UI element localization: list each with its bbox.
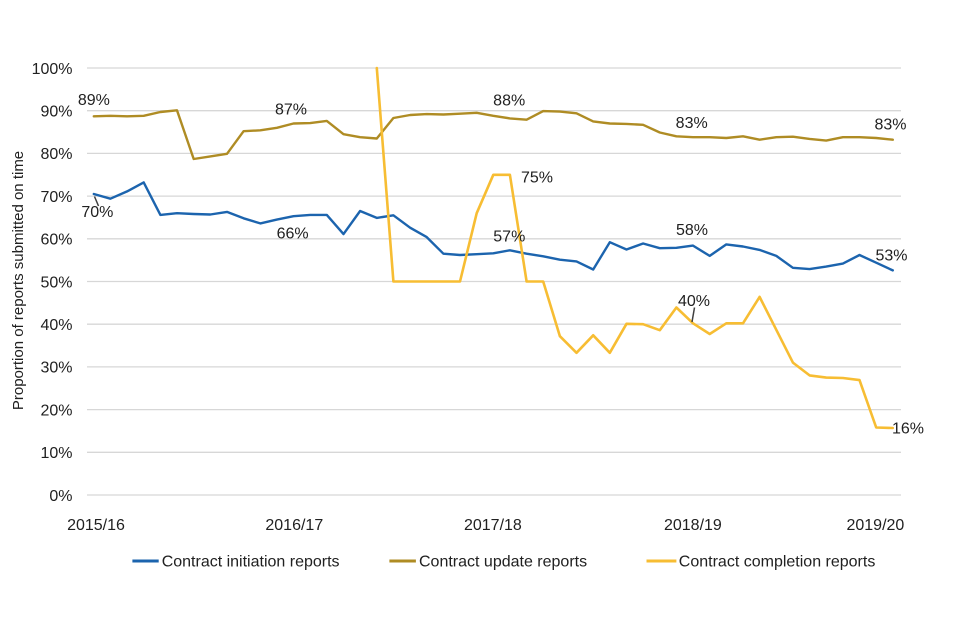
svg-text:90%: 90% [40, 104, 72, 121]
svg-text:10%: 10% [40, 445, 72, 462]
svg-text:2016/17: 2016/17 [265, 517, 323, 534]
svg-text:87%: 87% [275, 102, 307, 119]
svg-text:83%: 83% [874, 116, 906, 133]
svg-text:40%: 40% [40, 317, 72, 334]
svg-text:83%: 83% [676, 115, 708, 132]
svg-text:80%: 80% [40, 146, 72, 163]
svg-text:2017/18: 2017/18 [464, 517, 522, 534]
svg-text:30%: 30% [40, 360, 72, 377]
svg-text:58%: 58% [676, 222, 708, 239]
svg-text:2018/19: 2018/19 [664, 517, 722, 534]
svg-text:66%: 66% [277, 225, 309, 242]
svg-text:Contract initiation reports: Contract initiation reports [162, 554, 340, 571]
svg-text:20%: 20% [40, 402, 72, 419]
svg-text:88%: 88% [493, 92, 525, 109]
svg-text:Contract completion reports: Contract completion reports [679, 554, 876, 571]
svg-text:Contract update reports: Contract update reports [419, 554, 587, 571]
svg-text:60%: 60% [40, 232, 72, 249]
svg-text:89%: 89% [78, 92, 110, 109]
svg-text:50%: 50% [40, 274, 72, 291]
svg-text:70%: 70% [40, 189, 72, 206]
svg-text:2015/16: 2015/16 [67, 517, 125, 534]
svg-text:16%: 16% [892, 420, 924, 437]
svg-text:40%: 40% [678, 293, 710, 310]
svg-text:70%: 70% [81, 204, 113, 221]
svg-text:2019/20: 2019/20 [846, 517, 904, 534]
svg-text:53%: 53% [875, 247, 907, 264]
svg-text:Proportion of reports submitte: Proportion of reports submitted on time [10, 151, 27, 410]
svg-text:57%: 57% [493, 228, 525, 245]
svg-text:100%: 100% [32, 61, 73, 78]
svg-text:0%: 0% [49, 488, 72, 505]
svg-text:75%: 75% [521, 169, 553, 186]
